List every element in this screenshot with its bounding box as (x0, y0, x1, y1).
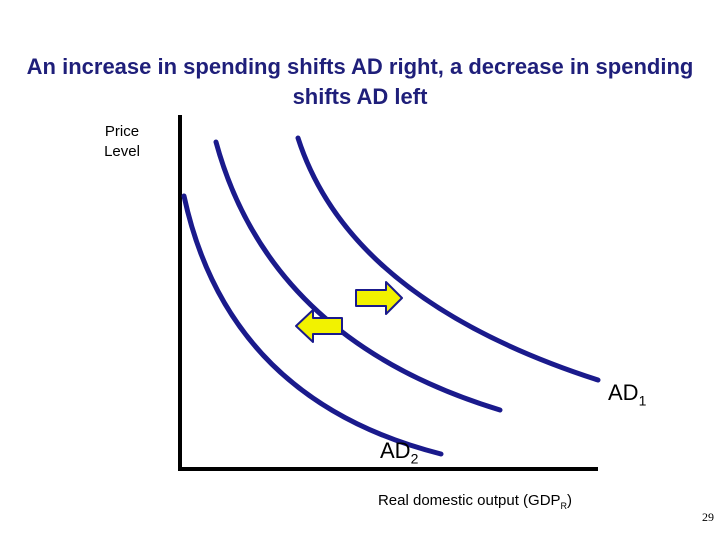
x-axis-label: Real domestic output (GDPR) (330, 492, 620, 511)
slide-title: An increase in spending shifts AD right,… (26, 54, 694, 109)
y-axis-label: Price Level (96, 122, 148, 162)
ad1-label-text: AD (608, 380, 639, 405)
y-axis-label-line2: Level (104, 143, 140, 160)
ad1-curve (295, 135, 601, 383)
ad2-label-subscript: 2 (410, 450, 419, 467)
ad2-label: AD2 (380, 438, 418, 466)
page-number: 29 (702, 510, 714, 524)
left-shift-arrow-icon (295, 309, 343, 343)
right-shift-arrow-icon (355, 281, 403, 315)
ad2-label-text: AD (380, 438, 411, 463)
y-axis-label-line1: Price (104, 123, 140, 140)
ad2-curve (181, 193, 444, 457)
x-axis-label-close: ) (567, 492, 573, 509)
ad1-label: AD1 (608, 380, 646, 408)
ad-middle-curve (213, 139, 503, 413)
x-axis-label-main: Real domestic output (GDP (377, 492, 561, 509)
x-axis-label-subscript: R (560, 501, 568, 511)
ad1-label-subscript: 1 (638, 392, 647, 409)
